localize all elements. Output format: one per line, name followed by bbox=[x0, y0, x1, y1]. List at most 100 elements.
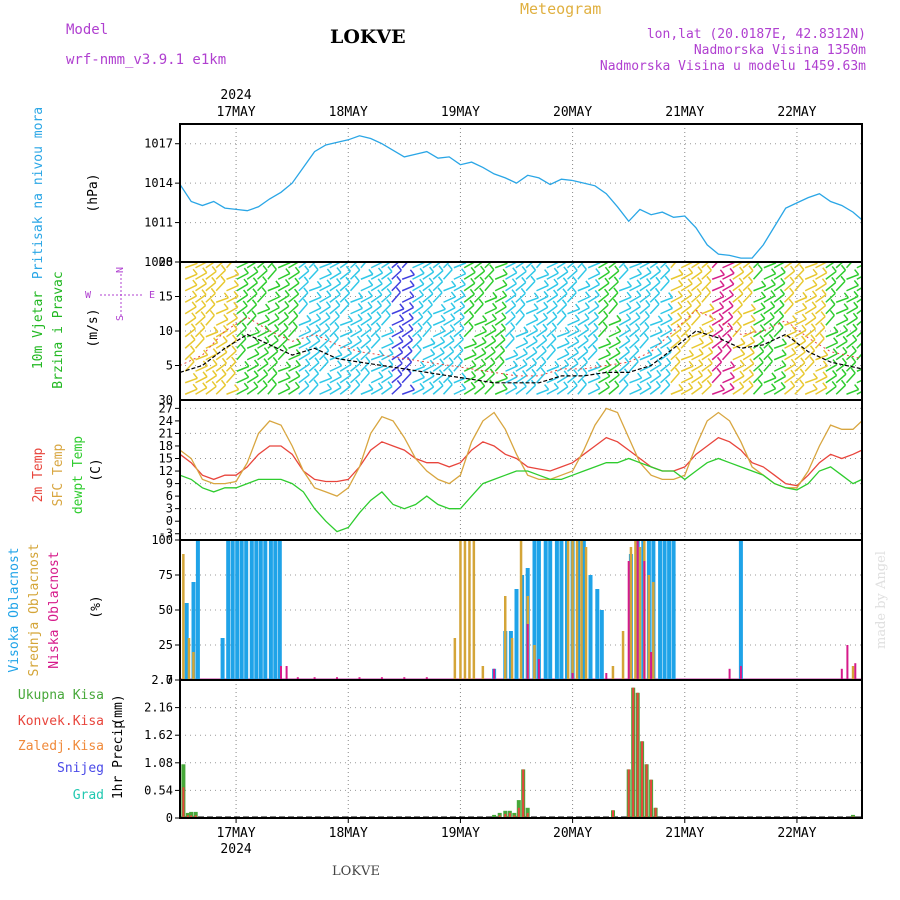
cloud-axis-label: Niska Oblacnost bbox=[47, 551, 62, 668]
wind-barb bbox=[318, 361, 329, 372]
wind-barb-flag bbox=[799, 264, 805, 271]
wind-barb-flag bbox=[439, 255, 443, 260]
wind-barb-flag bbox=[770, 301, 776, 307]
wind-barb-flag bbox=[531, 368, 537, 375]
wind-barb bbox=[308, 307, 322, 315]
wind-barb-flag bbox=[686, 311, 692, 318]
wind-barb-flag bbox=[409, 384, 415, 391]
wind-barb-flag bbox=[471, 338, 477, 345]
wind-barb-flag bbox=[520, 287, 526, 294]
wind-barb bbox=[660, 340, 672, 349]
wind-barb bbox=[349, 280, 360, 292]
wind-barb-flag bbox=[326, 268, 332, 275]
cloud-bar-0 bbox=[514, 589, 519, 680]
wind-barb bbox=[691, 375, 703, 384]
wind-barb-flag bbox=[594, 289, 600, 296]
wind-barb bbox=[587, 376, 601, 384]
wind-gust-line bbox=[180, 309, 862, 377]
wind-barb-flag bbox=[811, 290, 818, 297]
wind-barb bbox=[701, 351, 714, 361]
wind-barb-flag bbox=[603, 299, 609, 306]
precip-bar-conv bbox=[508, 812, 511, 818]
cloud-bar-2 bbox=[425, 677, 428, 680]
wind-barb-flag bbox=[865, 361, 869, 366]
wind-barb bbox=[825, 385, 837, 395]
wind-barb bbox=[453, 316, 465, 326]
wind-barb-flag bbox=[396, 379, 402, 386]
y-tick-label: 27 bbox=[159, 401, 173, 415]
wind-barb-flag bbox=[643, 332, 649, 339]
wind-barb-flag bbox=[665, 368, 671, 375]
top-year-label: 2024 bbox=[220, 88, 251, 103]
wind-barb bbox=[711, 306, 724, 315]
wind-barb-flag bbox=[728, 311, 734, 318]
compass-s: S bbox=[115, 315, 126, 321]
cloud-bar-1 bbox=[453, 638, 457, 680]
wind-barb bbox=[587, 283, 600, 292]
wind-barb-flag bbox=[739, 370, 745, 377]
wind-barb-flag bbox=[572, 380, 578, 387]
wind-barb-flag bbox=[202, 371, 208, 378]
wind-barb-flag bbox=[677, 312, 683, 319]
wind-barb bbox=[453, 349, 464, 361]
wind-barb-flag bbox=[665, 264, 671, 271]
wind-barb bbox=[649, 374, 662, 384]
wind-barb-flag bbox=[325, 323, 331, 330]
wind-barb-flag bbox=[625, 313, 632, 320]
wind-barb-flag bbox=[480, 265, 486, 272]
wind-barb-flag bbox=[718, 323, 724, 330]
panel-border-pressure bbox=[179, 123, 863, 263]
wind-barb-flag bbox=[209, 309, 215, 316]
wind-barb bbox=[339, 330, 353, 338]
wind-barb-flag bbox=[541, 356, 547, 363]
wind-barb bbox=[205, 281, 217, 292]
wind-barb bbox=[515, 331, 529, 338]
wind-barb-flag bbox=[510, 322, 516, 329]
wind-barb bbox=[298, 303, 308, 315]
wind-barb bbox=[804, 295, 817, 303]
wind-barb bbox=[298, 319, 312, 326]
wind-barb-flag bbox=[285, 268, 291, 275]
wind-barb bbox=[815, 304, 827, 315]
wind-barb-flag bbox=[220, 264, 227, 271]
compass-n: N bbox=[115, 267, 126, 273]
wind-barb-flag bbox=[698, 256, 702, 261]
wind-barb-flag bbox=[581, 378, 587, 385]
wind-barb-flag bbox=[698, 337, 704, 344]
wind-barb bbox=[752, 361, 764, 372]
wind-barb bbox=[267, 372, 278, 384]
wind-barb-flag bbox=[822, 382, 828, 389]
wind-barb bbox=[257, 363, 269, 372]
wind-barb bbox=[236, 305, 248, 315]
bottom-day-label: 18MAY bbox=[329, 826, 368, 841]
wind-barb-flag bbox=[572, 276, 578, 283]
wind-barb-flag bbox=[438, 380, 444, 387]
wind-barb bbox=[753, 307, 766, 315]
top-day-label: 19MAY bbox=[441, 105, 480, 120]
wind-barb-flag bbox=[254, 348, 260, 355]
wind-barb bbox=[732, 282, 744, 292]
wind-barb bbox=[515, 385, 527, 395]
wind-barb bbox=[267, 328, 280, 338]
wind-barb bbox=[215, 384, 227, 395]
wind-barb bbox=[288, 282, 300, 292]
wind-barb bbox=[546, 338, 557, 349]
wind-barb-flag bbox=[490, 346, 496, 353]
wind-barb bbox=[629, 295, 642, 303]
wind-barb bbox=[556, 304, 568, 315]
wind-barb-flag bbox=[264, 325, 270, 332]
wind-barb-flag bbox=[440, 314, 446, 321]
wind-barb bbox=[246, 375, 259, 384]
wind-barb-flag bbox=[771, 383, 777, 390]
wind-barb bbox=[256, 281, 268, 292]
wind-barb-flag bbox=[718, 301, 725, 308]
wind-barb-flag bbox=[832, 348, 838, 355]
wind-barb-flag bbox=[333, 332, 339, 339]
wind-barb-flag bbox=[347, 337, 353, 344]
wind-barb-flag bbox=[347, 326, 353, 333]
wind-barb-flag bbox=[562, 277, 568, 284]
wind-barb-flag bbox=[199, 333, 205, 340]
wind-barb-flag bbox=[408, 312, 414, 319]
wind-barb bbox=[360, 284, 373, 292]
wind-barb-flag bbox=[864, 268, 868, 273]
